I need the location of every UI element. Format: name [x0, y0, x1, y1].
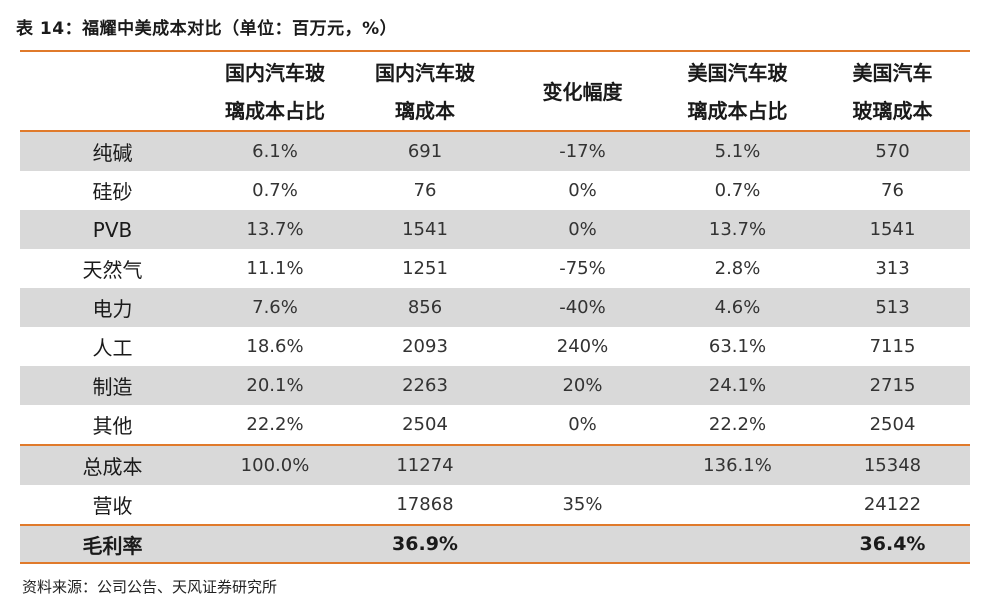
table-cell: 1541 — [345, 210, 505, 249]
table-cell: 856 — [345, 288, 505, 327]
header-cell-domestic-cost: 国内汽车玻 璃成本 — [375, 60, 475, 123]
table-cell: 2.8% — [714, 258, 761, 279]
table-cell: 2093 — [402, 336, 448, 357]
table-cell: 691 — [345, 131, 505, 171]
table-cell: -17% — [505, 131, 660, 171]
table-cell: 22.2% — [246, 414, 304, 435]
table-cell: 0% — [568, 180, 597, 201]
table-row: PVB 13.7% 1541 0% 13.7% 1541 — [20, 210, 970, 249]
table-cell: 6.1% — [205, 131, 345, 171]
table-cell: 13.7% — [205, 210, 345, 249]
table-cell: 15348 — [815, 445, 970, 485]
table-cell: 4.6% — [660, 288, 815, 327]
table-row: 纯碱 6.1% 691 -17% 5.1% 570 — [20, 131, 970, 171]
table-cell: 0.7% — [252, 180, 298, 201]
row-label: 纯碱 — [20, 131, 205, 171]
table-cell — [205, 485, 345, 525]
table-cell: 13.7% — [660, 210, 815, 249]
table-cell: 5.1% — [660, 131, 815, 171]
table-cell: 18.6% — [246, 336, 304, 357]
cost-comparison-table: 国内汽车玻 璃成本占比 国内汽车玻 璃成本 变化幅度 美国汽车玻 璃成本占比 美国汽车… — [20, 53, 970, 564]
table-cell: 76 — [881, 180, 904, 201]
table-row: 其他 22.2% 2504 0% 22.2% 2504 — [20, 405, 970, 445]
header-cell-domestic-share: 国内汽车玻 璃成本占比 — [225, 60, 325, 123]
table-cell: 0% — [568, 414, 597, 435]
table-row: 总成本 100.0% 11274 136.1% 15348 — [20, 445, 970, 485]
table-cell: 570 — [815, 131, 970, 171]
table-row: 营收 17868 35% 24122 — [20, 485, 970, 525]
table-cell: 24122 — [863, 494, 922, 515]
table-cell: 22.2% — [708, 414, 767, 435]
table-row: 毛利率 36.9% 36.4% — [20, 525, 970, 563]
table-cell — [505, 525, 660, 563]
row-label: 制造 — [20, 366, 205, 405]
table-cell: 100.0% — [205, 445, 345, 485]
table-cell: 11.1% — [246, 258, 304, 279]
table-cell — [660, 485, 815, 525]
table-row: 人工 18.6% 2093 240% 63.1% 7115 — [20, 327, 970, 366]
row-label: 天然气 — [82, 258, 143, 282]
row-label: 总成本 — [20, 445, 205, 485]
table-row: 硅砂 0.7% 76 0% 0.7% 76 — [20, 171, 970, 210]
header-cell-us-cost: 美国汽车 玻璃成本 — [852, 60, 933, 123]
table-row: 制造 20.1% 2263 20% 24.1% 2715 — [20, 366, 970, 405]
table-cell: 2263 — [345, 366, 505, 405]
source-note: 资料来源：公司公告、天风证券研究所 — [22, 578, 278, 596]
table-row: 电力 7.6% 856 -40% 4.6% 513 — [20, 288, 970, 327]
table-cell: -40% — [505, 288, 660, 327]
row-label: 营收 — [92, 494, 133, 518]
header-row: 国内汽车玻 璃成本占比 国内汽车玻 璃成本 变化幅度 美国汽车玻 璃成本占比 美国汽车… — [20, 53, 970, 131]
row-label: 毛利率 — [20, 525, 205, 563]
table-cell: 2504 — [869, 414, 916, 435]
header-cell-change: 变化幅度 — [542, 79, 623, 104]
table-cell: 7115 — [869, 336, 916, 357]
row-label: PVB — [20, 210, 205, 249]
top-rule — [20, 50, 970, 52]
table-title: 表 14：福耀中美成本对比（单位：百万元，%） — [16, 19, 398, 39]
table-cell: 2715 — [815, 366, 970, 405]
table-cell: 240% — [556, 336, 609, 357]
table-cell: 0% — [505, 210, 660, 249]
table-cell: 7.6% — [205, 288, 345, 327]
table-cell: -75% — [559, 258, 606, 279]
table-cell: 20% — [505, 366, 660, 405]
table-cell: 20.1% — [205, 366, 345, 405]
table-cell: 36.4% — [815, 525, 970, 563]
row-label: 人工 — [92, 336, 133, 360]
table-cell: 0.7% — [714, 180, 761, 201]
table-cell: 1541 — [815, 210, 970, 249]
table-cell: 63.1% — [708, 336, 767, 357]
table-cell: 313 — [875, 258, 910, 279]
table-cell: 35% — [562, 494, 603, 515]
table-cell: 1251 — [402, 258, 448, 279]
header-cell-blank — [20, 53, 205, 131]
row-label: 其他 — [92, 414, 133, 438]
header-cell-us-share: 美国汽车玻 璃成本占比 — [687, 60, 788, 123]
table-cell: 76 — [413, 180, 437, 201]
table-cell: 136.1% — [660, 445, 815, 485]
table-cell: 11274 — [345, 445, 505, 485]
table-cell: 36.9% — [345, 525, 505, 563]
row-label: 硅砂 — [92, 180, 133, 204]
table-cell: 17868 — [396, 494, 454, 515]
table-cell — [505, 445, 660, 485]
table-row: 天然气 11.1% 1251 -75% 2.8% 313 — [20, 249, 970, 288]
table-cell: 513 — [815, 288, 970, 327]
table-cell: 2504 — [402, 414, 448, 435]
row-label: 电力 — [20, 288, 205, 327]
table-cell: 24.1% — [660, 366, 815, 405]
table-cell — [660, 525, 815, 563]
table-cell — [205, 525, 345, 563]
